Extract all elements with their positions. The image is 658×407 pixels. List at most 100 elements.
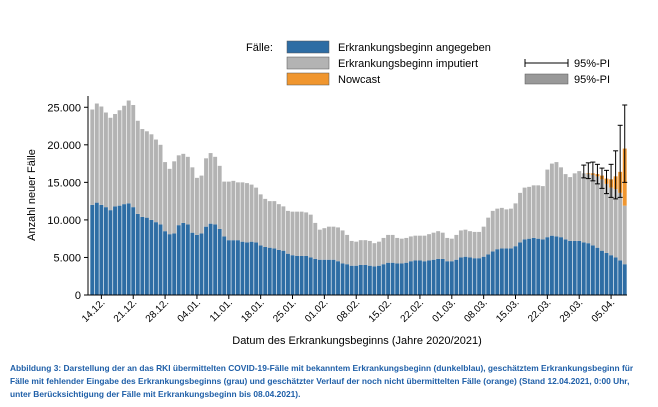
bar-known: [586, 243, 591, 295]
bar-imputed: [308, 214, 313, 258]
bar-imputed: [113, 114, 117, 207]
bar-known: [363, 264, 368, 295]
bar-imputed: [486, 217, 491, 255]
bar-known: [386, 262, 391, 295]
bar-imputed: [354, 241, 359, 266]
bar-known: [395, 263, 400, 295]
x-tick-label: 08.02.: [335, 297, 362, 324]
bar-imputed: [490, 210, 495, 252]
bar-known: [317, 259, 322, 295]
bar-imputed: [245, 183, 249, 243]
bar-known: [345, 264, 350, 295]
bar-known: [94, 202, 99, 295]
bar-known: [367, 265, 372, 295]
bar-imputed: [427, 234, 431, 261]
bar-imputed: [563, 174, 568, 240]
x-tick-label: 01.02.: [303, 297, 330, 324]
bar-known: [181, 222, 186, 295]
bar-known: [144, 217, 149, 295]
bar-known: [103, 207, 108, 295]
bar-imputed: [135, 120, 140, 214]
bar-imputed: [272, 201, 277, 249]
x-tick-label: 05.04.: [590, 297, 617, 324]
bar-known: [172, 233, 177, 295]
bar-known: [463, 256, 468, 295]
bar-known: [422, 261, 427, 295]
bar-known: [600, 250, 604, 295]
bar-known: [90, 204, 95, 295]
bar-known: [308, 257, 313, 295]
bar-known: [513, 246, 518, 295]
bar-known: [390, 262, 395, 295]
x-tick-label: 14.12.: [80, 297, 107, 324]
bar-imputed: [185, 156, 190, 225]
bar-imputed: [568, 177, 573, 241]
bar-imputed: [304, 212, 309, 256]
bar-known: [468, 257, 472, 295]
bar-imputed: [322, 228, 327, 260]
bar-imputed: [204, 158, 208, 227]
bar-known: [194, 234, 199, 295]
bar-imputed: [399, 238, 404, 264]
x-tick-label: 22.03.: [526, 297, 553, 324]
bar-imputed: [235, 182, 240, 241]
bar-known: [108, 210, 113, 295]
legend-swatch-nowcast: [286, 72, 330, 86]
bar-known: [304, 255, 309, 295]
bar-known: [427, 260, 431, 295]
bar-known: [249, 241, 254, 295]
bar-known: [163, 231, 168, 295]
bar-known: [149, 219, 154, 295]
legend-swatch-known: [286, 40, 330, 54]
bar-imputed: [381, 237, 386, 265]
bar-imputed: [408, 236, 413, 262]
bar-known: [322, 259, 327, 295]
bar-imputed: [103, 112, 108, 208]
bar-known: [226, 240, 231, 295]
bar-imputed: [536, 185, 541, 239]
bar-imputed: [249, 184, 254, 242]
bar-known: [254, 242, 259, 295]
bar-known: [618, 260, 623, 295]
bar-imputed: [131, 105, 136, 208]
prediction-interval: [604, 169, 610, 195]
bar-imputed: [454, 234, 459, 260]
prediction-interval: [585, 162, 591, 180]
bar-known: [267, 247, 272, 295]
bar-imputed: [222, 181, 227, 237]
bar-known: [286, 253, 290, 295]
bar-imputed: [94, 103, 99, 203]
bar-known: [549, 235, 554, 295]
figure-caption: Abbildung 3: Darstellung der an das RKI …: [10, 363, 634, 399]
bar-imputed: [367, 240, 372, 266]
bar-known: [563, 239, 568, 295]
bar-known: [559, 237, 563, 295]
bar-imputed: [440, 232, 445, 259]
bar-known: [454, 259, 459, 295]
bar-imputed: [545, 169, 550, 238]
bar-imputed: [331, 226, 336, 260]
bar-known: [135, 213, 140, 295]
bar-known: [440, 258, 445, 295]
bar-imputed: [390, 234, 395, 263]
bar-known: [531, 237, 536, 295]
bar-imputed: [317, 229, 322, 260]
bar-imputed: [281, 206, 286, 251]
bar-imputed: [604, 183, 609, 253]
x-tick-label: 11.01.: [208, 297, 235, 324]
bar-known: [572, 240, 577, 295]
bar-known: [486, 254, 491, 295]
bar-imputed: [208, 153, 213, 224]
x-tick-label: 04.01.: [176, 297, 203, 324]
bar-imputed: [326, 226, 331, 260]
prediction-interval: [594, 163, 600, 185]
prediction-intervals: [581, 104, 628, 200]
bar-known: [140, 216, 145, 295]
legend-swatch-pi-errorbar: [524, 59, 569, 67]
bar-known: [499, 248, 504, 295]
bar-imputed: [90, 109, 95, 205]
x-tick-label: 21.12.: [112, 297, 139, 324]
bar-known: [290, 255, 295, 295]
y-tick-label: 5.000: [53, 252, 81, 264]
bar-known: [509, 248, 513, 295]
